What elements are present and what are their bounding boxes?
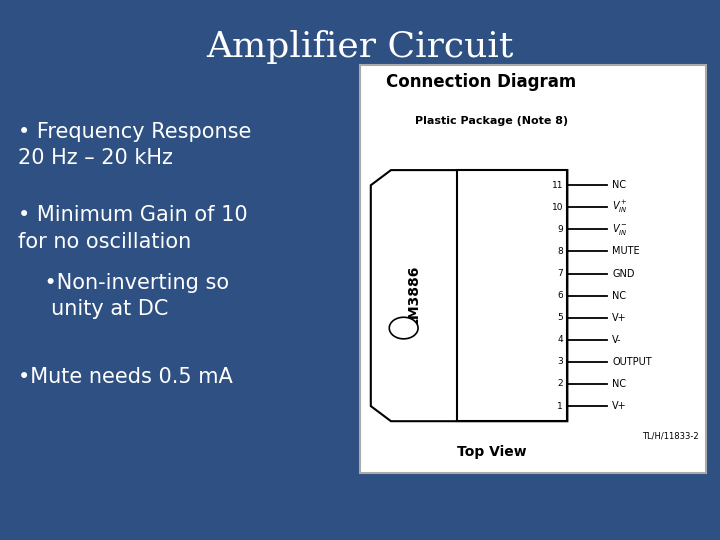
Text: 10: 10 — [552, 203, 563, 212]
Text: • Minimum Gain of 10
for no oscillation: • Minimum Gain of 10 for no oscillation — [18, 205, 248, 252]
Text: 9: 9 — [557, 225, 563, 234]
Text: 6: 6 — [557, 291, 563, 300]
Text: V+: V+ — [612, 401, 626, 411]
Text: V+: V+ — [612, 313, 626, 323]
Text: $V_{IN}^-$: $V_{IN}^-$ — [612, 222, 628, 237]
Circle shape — [390, 317, 418, 339]
Text: Top View: Top View — [456, 445, 526, 459]
Text: Connection Diagram: Connection Diagram — [386, 73, 576, 91]
Text: NC: NC — [612, 291, 626, 301]
Text: 4: 4 — [557, 335, 563, 345]
Text: OUTPUT: OUTPUT — [612, 357, 652, 367]
Text: V-: V- — [612, 335, 621, 345]
Text: NC: NC — [612, 379, 626, 389]
FancyBboxPatch shape — [360, 65, 706, 472]
Text: MUTE: MUTE — [612, 246, 639, 256]
Text: •Non-inverting so
     unity at DC: •Non-inverting so unity at DC — [18, 273, 229, 319]
Text: $V_{IN}^+$: $V_{IN}^+$ — [612, 199, 628, 215]
Text: 5: 5 — [557, 313, 563, 322]
Text: 1: 1 — [557, 402, 563, 410]
Text: •Mute needs 0.5 mA: •Mute needs 0.5 mA — [18, 367, 233, 387]
Text: LM3886: LM3886 — [407, 265, 421, 326]
Text: 8: 8 — [557, 247, 563, 256]
Polygon shape — [371, 170, 567, 421]
Text: Plastic Package (Note 8): Plastic Package (Note 8) — [415, 116, 568, 126]
Text: GND: GND — [612, 268, 634, 279]
Bar — [457, 170, 567, 421]
Text: 2: 2 — [557, 380, 563, 388]
Text: • Frequency Response
20 Hz – 20 kHz: • Frequency Response 20 Hz – 20 kHz — [18, 122, 251, 168]
Text: Amplifier Circuit: Amplifier Circuit — [207, 30, 513, 64]
Text: TL/H/11833-2: TL/H/11833-2 — [642, 431, 698, 440]
Text: 11: 11 — [552, 181, 563, 190]
Text: 3: 3 — [557, 357, 563, 367]
Text: 7: 7 — [557, 269, 563, 278]
Text: NC: NC — [612, 180, 626, 190]
